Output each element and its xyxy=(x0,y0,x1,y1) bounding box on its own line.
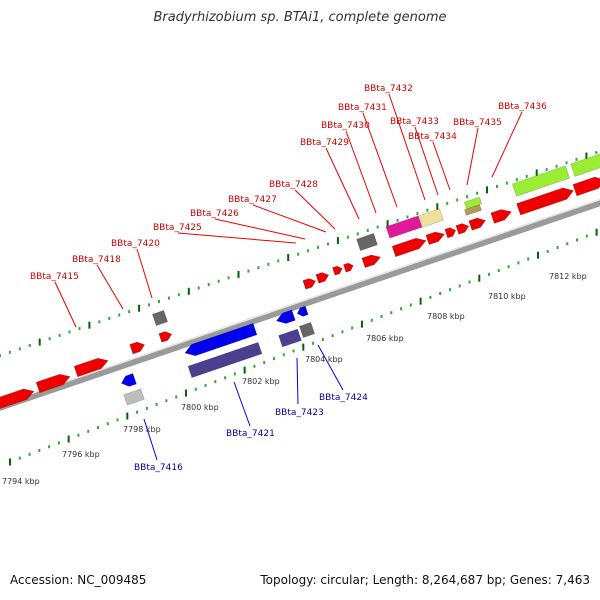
reverse-label-line xyxy=(143,418,158,461)
light-gray-gene xyxy=(123,388,145,406)
gray-gene xyxy=(152,310,168,326)
forward-label-line xyxy=(345,130,377,214)
forward-gene-label: BBta_7428 xyxy=(269,180,318,190)
forward-gene-label: BBta_7433 xyxy=(390,117,439,127)
magenta-gene xyxy=(385,215,423,239)
topology-summary: Topology: circular; Length: 8,264,687 bp… xyxy=(260,573,590,587)
forward-label-line xyxy=(136,248,153,299)
forward-gene xyxy=(468,217,487,231)
lime-gene xyxy=(512,165,570,197)
forward-label-line xyxy=(96,264,124,310)
scale-ticks-group: 7794 kbp 7796 kbp 7798 kbp 7800 kbp 7802 kbp… xyxy=(0,151,598,486)
genome-backbone xyxy=(0,198,600,411)
scale-label: 7800 kbp xyxy=(181,403,219,412)
reverse-label-line xyxy=(233,381,251,427)
reverse-gene-label: BBta_7421 xyxy=(226,429,275,439)
forward-gene xyxy=(129,341,146,355)
forward-gene xyxy=(391,237,427,258)
forward-label-line xyxy=(414,126,439,196)
forward-label-line xyxy=(54,281,77,328)
forward-label-line xyxy=(491,111,523,178)
backbone-group xyxy=(0,198,600,411)
forward-gene xyxy=(343,262,354,273)
reverse-label-line xyxy=(317,344,344,391)
forward-gene xyxy=(332,265,343,276)
forward-gene xyxy=(490,209,513,224)
forward-label-line xyxy=(388,93,426,201)
gray-gene xyxy=(356,233,378,251)
forward-gene xyxy=(302,278,317,290)
forward-gene xyxy=(35,373,71,394)
reverse-gene xyxy=(184,323,258,357)
lime-gene xyxy=(463,196,483,210)
forward-gene xyxy=(361,254,382,269)
forward-label-line xyxy=(294,189,336,230)
scale-label: 7812 kbp xyxy=(549,272,587,281)
forward-gene-label: BBta_7415 xyxy=(30,272,79,282)
reverse-gene-label: BBta_7424 xyxy=(319,393,368,403)
genes-group xyxy=(0,153,600,409)
reverse-gene xyxy=(120,373,137,387)
forward-gene-label: BBta_7425 xyxy=(153,223,202,233)
forward-label-line xyxy=(252,204,327,233)
forward-gene xyxy=(315,272,330,284)
forward-label-line xyxy=(177,232,297,244)
reverse-label-line xyxy=(296,357,299,405)
label-lines-group xyxy=(54,93,523,461)
lime-gene xyxy=(570,153,600,177)
forward-gene xyxy=(73,357,109,378)
forward-gene xyxy=(0,388,35,409)
forward-gene-label: BBta_7427 xyxy=(228,195,277,205)
reverse-gene-label: BBta_7423 xyxy=(275,408,324,418)
forward-gene-label: BBta_7418 xyxy=(72,255,121,265)
forward-label-line xyxy=(362,112,398,208)
forward-label-line xyxy=(432,141,451,191)
reverse-dark-gene xyxy=(187,342,263,378)
forward-gene-label: BBta_7431 xyxy=(338,103,387,113)
khaki-gene xyxy=(418,208,444,228)
backbone-highlight xyxy=(0,198,600,405)
forward-gene-label: BBta_7430 xyxy=(321,121,370,131)
genome-title: Bradyrhizobium sp. BTAi1, complete genom… xyxy=(153,10,447,25)
reverse-gene xyxy=(275,309,296,324)
forward-gene xyxy=(444,227,457,239)
tan-gene xyxy=(464,204,482,216)
scale-label: 7808 kbp xyxy=(427,312,465,321)
accession-text: Accession: NC_009485 xyxy=(10,573,147,587)
reverse-gene xyxy=(296,305,309,317)
scale-label: 7796 kbp xyxy=(62,450,100,459)
forward-gene xyxy=(455,223,470,235)
scale-label: 7810 kbp xyxy=(488,292,526,301)
forward-gene-label: BBta_7432 xyxy=(364,84,413,94)
forward-gene xyxy=(425,231,446,246)
forward-gene-label: BBta_7435 xyxy=(453,118,502,128)
scale-label: 7798 kbp xyxy=(123,425,161,434)
forward-label-line xyxy=(214,218,306,240)
reverse-dark-gene xyxy=(278,328,302,348)
forward-gene-label: BBta_7420 xyxy=(111,239,160,249)
forward-gene xyxy=(158,331,173,343)
forward-gene-label: BBta_7434 xyxy=(408,132,457,142)
gene-labels-group: BBta_7415 BBta_7418 BBta_7420 BBta_7425 BBta… xyxy=(30,84,547,473)
forward-gene-label: BBta_7436 xyxy=(498,102,547,112)
forward-gene xyxy=(516,187,574,216)
forward-label-line xyxy=(325,147,360,220)
forward-gene-label: BBta_7426 xyxy=(190,209,239,219)
gray-gene xyxy=(299,322,315,338)
scale-label: 7804 kbp xyxy=(305,355,343,364)
reverse-gene-label: BBta_7416 xyxy=(134,463,183,473)
forward-gene xyxy=(572,176,600,197)
forward-label-line xyxy=(466,127,479,186)
scale-label: 7806 kbp xyxy=(366,334,404,343)
forward-gene-label: BBta_7429 xyxy=(300,138,349,148)
scale-label: 7802 kbp xyxy=(242,377,280,386)
scale-label: 7794 kbp xyxy=(2,477,40,486)
